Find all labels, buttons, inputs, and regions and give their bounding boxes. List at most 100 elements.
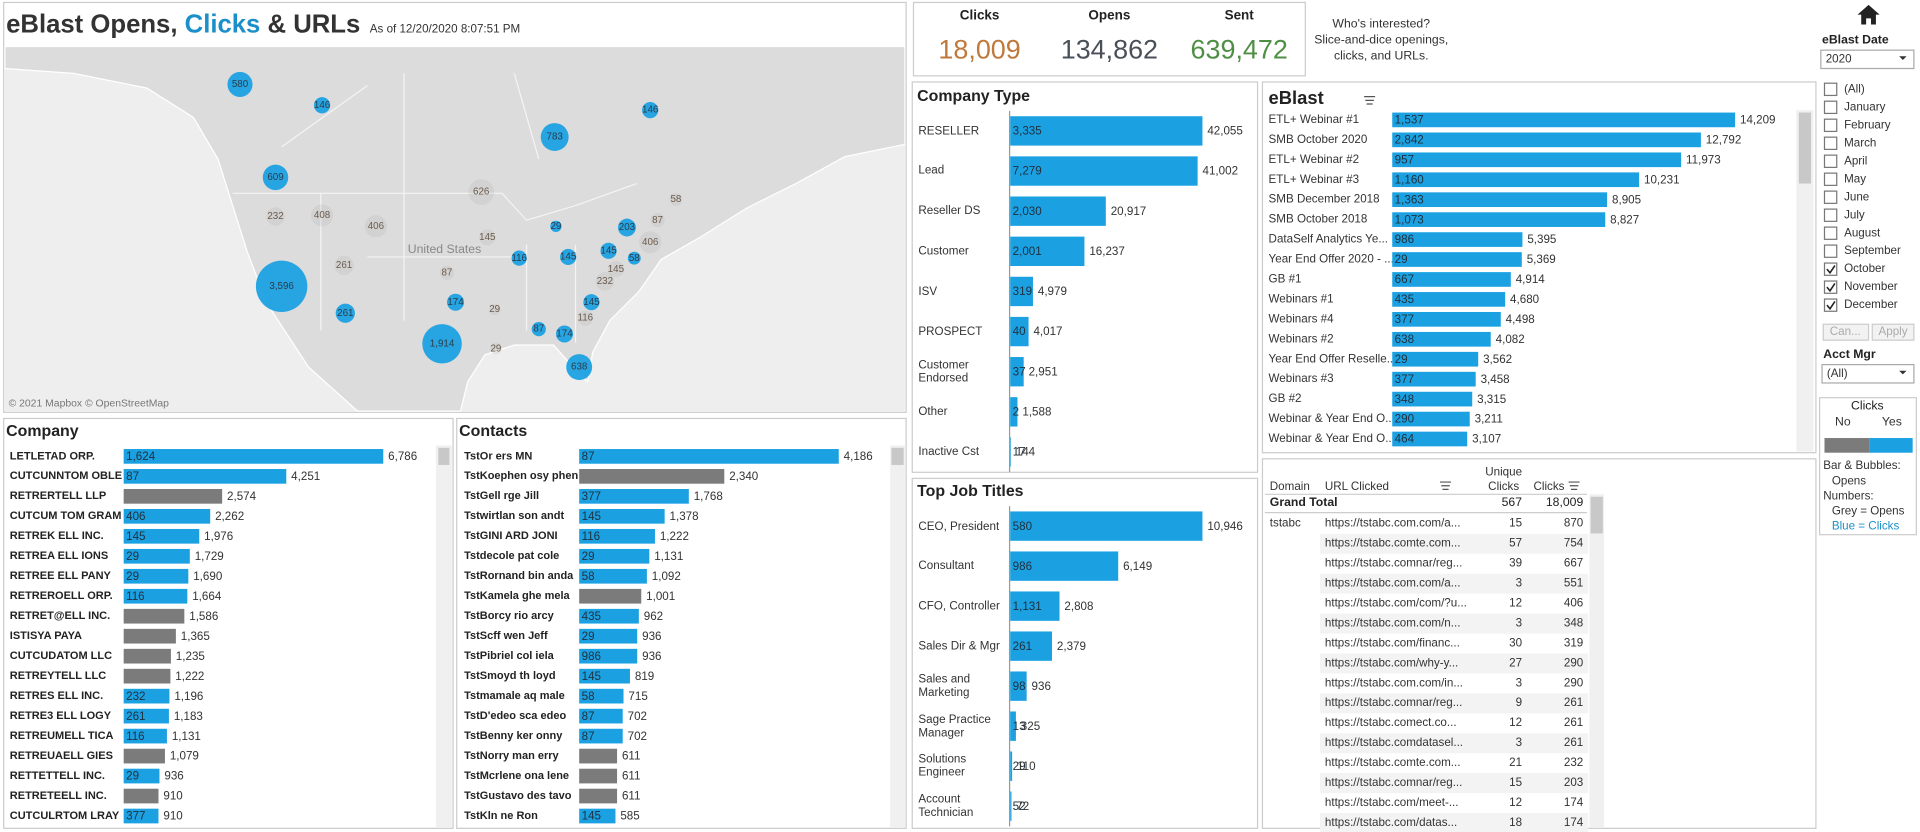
- bar[interactable]: [1010, 196, 1106, 226]
- bar[interactable]: [123, 568, 189, 584]
- bar[interactable]: [1010, 316, 1029, 347]
- bar[interactable]: [1392, 252, 1522, 267]
- bar[interactable]: [1392, 132, 1701, 148]
- checkbox[interactable]: [1823, 208, 1838, 222]
- home-icon[interactable]: [1857, 4, 1880, 25]
- bar[interactable]: [1010, 397, 1018, 427]
- bubble[interactable]: [479, 229, 496, 246]
- bar[interactable]: [579, 628, 638, 644]
- bubble[interactable]: [550, 220, 562, 233]
- dropdown[interactable]: [1821, 364, 1915, 384]
- bar[interactable]: [123, 488, 223, 504]
- bar[interactable]: [123, 628, 176, 644]
- bar[interactable]: [1392, 411, 1470, 427]
- bar[interactable]: [579, 548, 650, 564]
- checkbox[interactable]: [1823, 190, 1838, 204]
- bar[interactable]: [1392, 232, 1523, 247]
- bubble[interactable]: [255, 260, 308, 312]
- bar[interactable]: [579, 508, 665, 524]
- bar[interactable]: [123, 768, 160, 784]
- checkbox[interactable]: [1823, 226, 1838, 240]
- scroll-thumb[interactable]: [438, 447, 450, 465]
- sort-icon[interactable]: [1440, 481, 1580, 491]
- bubble[interactable]: [540, 123, 569, 151]
- bar[interactable]: [579, 449, 839, 464]
- checkbox[interactable]: [1823, 82, 1838, 97]
- checkbox[interactable]: [1823, 172, 1838, 186]
- bar[interactable]: [579, 768, 618, 784]
- bar[interactable]: [123, 788, 159, 804]
- bubble[interactable]: [364, 215, 387, 238]
- bubble[interactable]: [669, 192, 683, 206]
- bubble[interactable]: [583, 294, 600, 311]
- bar[interactable]: [123, 728, 167, 744]
- bar[interactable]: [579, 668, 630, 684]
- bubble[interactable]: [618, 218, 636, 237]
- bar[interactable]: [1392, 371, 1476, 387]
- bar[interactable]: [579, 748, 618, 764]
- scrollbar[interactable]: [435, 445, 452, 828]
- checkbox[interactable]: [1823, 154, 1838, 168]
- bubble[interactable]: [560, 248, 577, 266]
- legend-swatch[interactable]: [1824, 438, 1870, 453]
- bar[interactable]: [123, 668, 171, 684]
- bar[interactable]: [1392, 212, 1606, 227]
- bar[interactable]: [123, 688, 170, 704]
- bar[interactable]: [579, 608, 639, 624]
- checkbox[interactable]: [1823, 280, 1838, 294]
- bar[interactable]: [1010, 236, 1085, 266]
- bar[interactable]: [579, 728, 623, 744]
- bubble[interactable]: [422, 324, 462, 364]
- bubble[interactable]: [577, 310, 593, 326]
- scrollbar[interactable]: [1589, 494, 1605, 828]
- checkbox[interactable]: [1823, 136, 1838, 151]
- bar[interactable]: [123, 508, 211, 524]
- legend-swatch[interactable]: [1869, 438, 1913, 453]
- bar[interactable]: [1010, 116, 1203, 146]
- bar[interactable]: [1392, 272, 1511, 287]
- checkbox[interactable]: [1823, 262, 1838, 276]
- bubble[interactable]: [334, 255, 354, 276]
- bar[interactable]: [1392, 312, 1501, 327]
- bar[interactable]: [123, 548, 190, 564]
- bar[interactable]: [1010, 511, 1203, 541]
- bubble[interactable]: [555, 325, 574, 343]
- bar[interactable]: [1392, 431, 1468, 447]
- bar[interactable]: [579, 528, 655, 544]
- button[interactable]: [1871, 323, 1915, 341]
- bubble[interactable]: [627, 251, 641, 265]
- bar[interactable]: [123, 608, 185, 624]
- scrollbar[interactable]: [890, 445, 905, 828]
- bar[interactable]: [1010, 711, 1016, 741]
- bubble[interactable]: [310, 204, 334, 227]
- scroll-thumb[interactable]: [1590, 496, 1603, 534]
- bar[interactable]: [1392, 331, 1491, 347]
- checkbox[interactable]: [1823, 100, 1838, 115]
- bubble[interactable]: [566, 354, 593, 381]
- bar[interactable]: [1010, 591, 1060, 621]
- bubble[interactable]: [531, 322, 546, 337]
- bubble[interactable]: [650, 213, 665, 228]
- bar[interactable]: [1392, 292, 1506, 307]
- bar[interactable]: [123, 708, 169, 724]
- bar[interactable]: [579, 648, 638, 664]
- bar[interactable]: [1392, 391, 1473, 407]
- bubble[interactable]: [313, 97, 331, 114]
- bar[interactable]: [1010, 751, 1013, 781]
- checkbox[interactable]: [1823, 118, 1838, 133]
- bar[interactable]: [1010, 791, 1012, 821]
- bubble[interactable]: [595, 272, 615, 291]
- bubble[interactable]: [600, 242, 617, 259]
- checkbox[interactable]: [1823, 244, 1838, 258]
- bar[interactable]: [1392, 152, 1682, 168]
- bar[interactable]: [1392, 351, 1479, 367]
- dropdown[interactable]: [1820, 49, 1915, 70]
- scroll-thumb[interactable]: [891, 447, 904, 465]
- bar[interactable]: [579, 788, 618, 804]
- scrollbar[interactable]: [1796, 110, 1814, 452]
- bubble[interactable]: [639, 231, 662, 254]
- button[interactable]: [1822, 323, 1870, 341]
- bar[interactable]: [579, 588, 642, 604]
- bubble[interactable]: [266, 207, 285, 226]
- bar[interactable]: [1392, 172, 1640, 188]
